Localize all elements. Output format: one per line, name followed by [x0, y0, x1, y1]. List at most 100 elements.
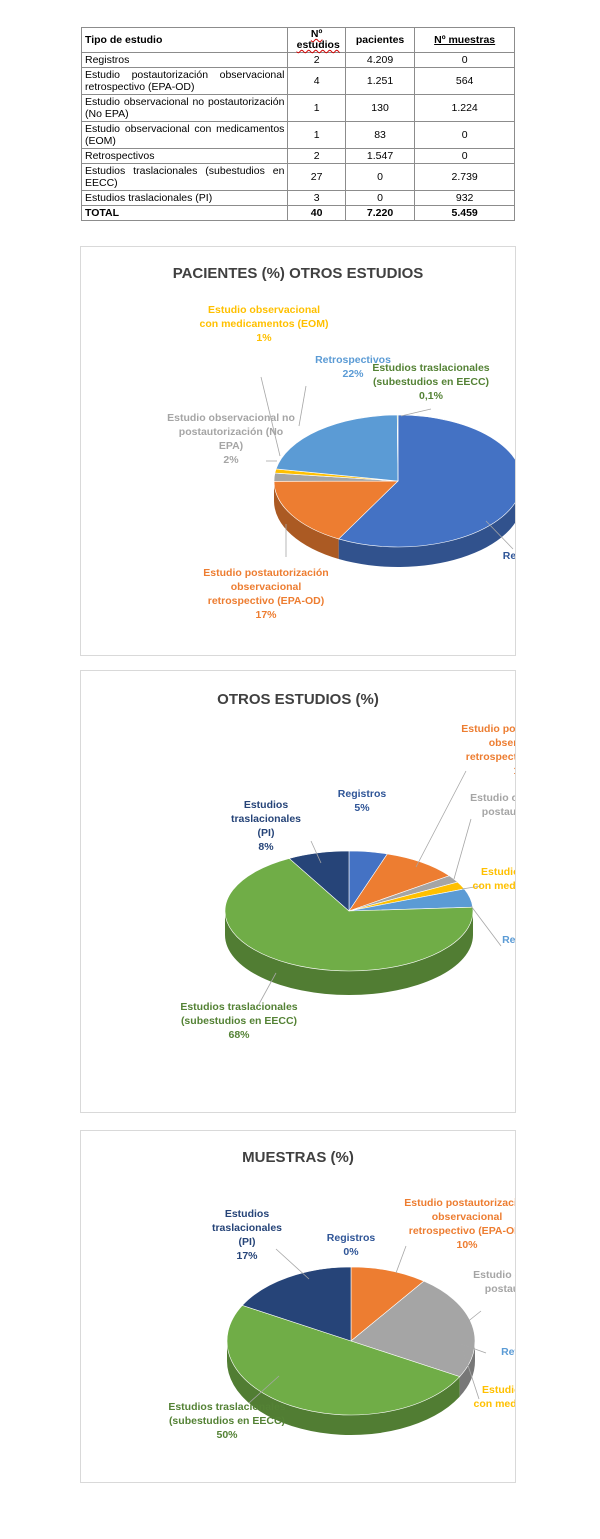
cell-tipo-estudio: Retrospectivos — [80, 148, 289, 164]
leader-line-estudio-postautorizacion-observacional-retrospectivo-epa-od — [395, 1245, 407, 1274]
pie-sides — [274, 481, 515, 567]
cell-pacientes: 1.251 — [344, 67, 416, 95]
cell-num-estudios: 4 — [287, 67, 346, 95]
leader-line-retrospectivos — [460, 1343, 487, 1354]
pie-side-estudio-postautorizacion-observacional-retrospectivo-epa-od — [274, 481, 339, 559]
cell-tipo-estudio: TOTAL — [80, 205, 289, 221]
data-label-retrospectivos: Retrospectivos 22% — [315, 354, 391, 380]
cell-pacientes: 83 — [344, 121, 416, 149]
data-label-registros: Registros58% — [503, 550, 515, 576]
pie-slice-registros — [338, 414, 515, 548]
pie-labels: Registros58% Estudio postautorizaciónobse… — [167, 304, 515, 621]
cell-num-muestras: 0 — [414, 148, 515, 164]
cell-num-muestras: 5.459 — [414, 205, 515, 221]
data-label-estudio-postautorizacion-observacional-retrospectivo-epa-od: Estudio postautorizaciónobservacionalret… — [404, 1197, 515, 1251]
chart-panel-otros-estudios: OTROS ESTUDIOS (%) Registros 5% Estudio po… — [80, 670, 516, 1113]
table-row: Estudio observacional no postautorizació… — [80, 94, 515, 122]
cell-tipo-estudio: Registros — [80, 52, 289, 68]
cell-tipo-estudio: Estudios traslacionales (PI) — [80, 190, 289, 206]
chart-title-otros-estudios: OTROS ESTUDIOS (%) — [217, 691, 379, 708]
data-label-registros: Registros 0% — [327, 1232, 376, 1258]
header-num-estudios-text: Nº estudios — [296, 28, 340, 51]
data-label-registros: Registros 5% — [338, 788, 387, 814]
header-num-muestras: Nº muestras — [414, 27, 515, 53]
header-num-muestras-text: Nº muestras — [434, 34, 496, 46]
pie-side-estudio-observacional-no-postautorizacion-no-epa — [459, 1341, 475, 1397]
pie-slice-estudio-postautorizacion-observacional-retrospectivo-epa-od — [273, 480, 399, 540]
leader-line-estudios-traslacionales-subestudios-en-eecc — [248, 1375, 280, 1404]
cell-num-estudios: 1 — [287, 121, 346, 149]
leader-line-estudio-observacional-con-medicamentos-eom — [461, 885, 482, 890]
data-label-retrospectivos: Retrospectivos0% — [501, 1346, 515, 1372]
cell-num-muestras: 1.224 — [414, 94, 515, 122]
table-row: Registros 2 4.209 0 — [80, 52, 515, 68]
cell-pacientes: 0 — [344, 190, 416, 206]
pie-side-estudios-traslacionales-subestudios-en-eecc — [227, 1341, 460, 1435]
leader-line-estudios-traslacionales-pi — [275, 1248, 310, 1280]
leader-line-estudio-observacional-con-medicamentos-eom — [260, 376, 281, 457]
data-label-retrospectivos: Retrospectivos5% — [502, 934, 515, 960]
cell-pacientes: 7.220 — [344, 205, 416, 221]
leader-line-retrospectivos — [470, 905, 502, 947]
leader-line-estudios-traslacionales-pi — [310, 840, 322, 864]
pie-side-registros — [338, 502, 515, 567]
cell-tipo-estudio: Estudio observacional no postautorizació… — [80, 94, 289, 122]
cell-pacientes: 1.547 — [344, 148, 416, 164]
chart-title-pacientes: PACIENTES (%) OTROS ESTUDIOS — [172, 265, 424, 282]
pie-top — [226, 1266, 476, 1416]
header-tipo-estudio: Tipo de estudio — [80, 27, 289, 53]
cell-tipo-estudio: Estudios traslacionales (subestudios en … — [80, 163, 289, 191]
pie-sides — [225, 911, 473, 995]
cell-num-estudios: 40 — [287, 205, 346, 221]
chart-panel-muestras: MUESTRAS (%) Registros 0% Estudio postauto… — [80, 1130, 516, 1483]
chart-title-muestras: MUESTRAS (%) — [242, 1149, 354, 1166]
cell-num-muestras: 932 — [414, 190, 515, 206]
pie-slice-estudios-traslacionales-subestudios-en-eecc — [224, 858, 474, 972]
pie-slice-estudio-observacional-no-postautorizacion-no-epa — [350, 1280, 476, 1377]
leader-line-estudios-traslacionales-subestudios-en-eecc — [400, 408, 432, 417]
cell-num-estudios: 2 — [287, 148, 346, 164]
cell-num-muestras: 2.739 — [414, 163, 515, 191]
pie-slice-retrospectivos — [275, 414, 399, 482]
cell-tipo-estudio: Estudio observacional con medicamentos (… — [80, 121, 289, 149]
data-label-estudios-traslacionales-pi: Estudios traslacionales (PI) 17% — [212, 1208, 282, 1262]
cell-num-estudios: 27 — [287, 163, 346, 191]
cell-num-muestras: 0 — [414, 52, 515, 68]
data-label-estudio-postautorizacion-observacional-retrospectivo-epa-od: Estudio postautorizaciónobservacionalret… — [461, 723, 515, 777]
cell-pacientes: 4.209 — [344, 52, 416, 68]
pie-slice-estudio-postautorizacion-observacional-retrospectivo-epa-od — [348, 853, 450, 912]
table-row: Estudio observacional con medicamentos (… — [80, 121, 515, 149]
cell-pacientes: 0 — [344, 163, 416, 191]
header-num-estudios: Nº estudios — [287, 27, 346, 53]
leader-line-estudios-traslacionales-subestudios-en-eecc — [258, 972, 277, 1005]
cell-num-muestras: 0 — [414, 121, 515, 149]
pie-slice-estudios-traslacionales-pi — [288, 850, 350, 912]
data-label-estudios-traslacionales-subestudios-en-eecc: Estudios traslacionales (subestudios en E… — [372, 362, 489, 402]
table-row: Estudios traslacionales (subestudios en … — [80, 163, 515, 191]
pie-slice-estudio-postautorizacion-observacional-retrospectivo-epa-od — [350, 1266, 425, 1342]
cell-num-estudios: 1 — [287, 94, 346, 122]
pie-slice-estudios-traslacionales-pi — [241, 1266, 352, 1342]
data-label-estudio-observacional-no-postautorizacion-no-epa: Estudio observacional nopostautorización… — [473, 1269, 515, 1323]
summary-table: Tipo de estudio Nº estudios pacientes Nº… — [80, 27, 515, 221]
table-header-row: Tipo de estudio Nº estudios pacientes Nº… — [80, 27, 515, 53]
leader-line-retrospectivos — [298, 385, 307, 427]
cell-tipo-estudio: Estudio postautorización observacional r… — [80, 67, 289, 95]
cell-num-muestras: 564 — [414, 67, 515, 95]
leader-line-registros — [485, 520, 514, 550]
leader-line-estudio-observacional-no-postautorizacion-no-epa — [465, 1310, 482, 1324]
data-label-estudios-traslacionales-pi: Estudios traslacionales (PI) 8% — [231, 799, 301, 853]
data-label-estudios-traslacionales-subestudios-en-eecc: Estudios traslacionales (subestudios en E… — [180, 1001, 297, 1041]
leader-line-estudio-postautorizacion-observacional-retrospectivo-epa-od — [415, 770, 467, 868]
table-row: Estudios traslacionales (PI) 3 0 932 — [80, 190, 515, 206]
table-row: Estudio postautorización observacional r… — [80, 67, 515, 95]
pie-chart-pacientes: Registros58% Estudio postautorizaciónobse… — [167, 304, 515, 621]
